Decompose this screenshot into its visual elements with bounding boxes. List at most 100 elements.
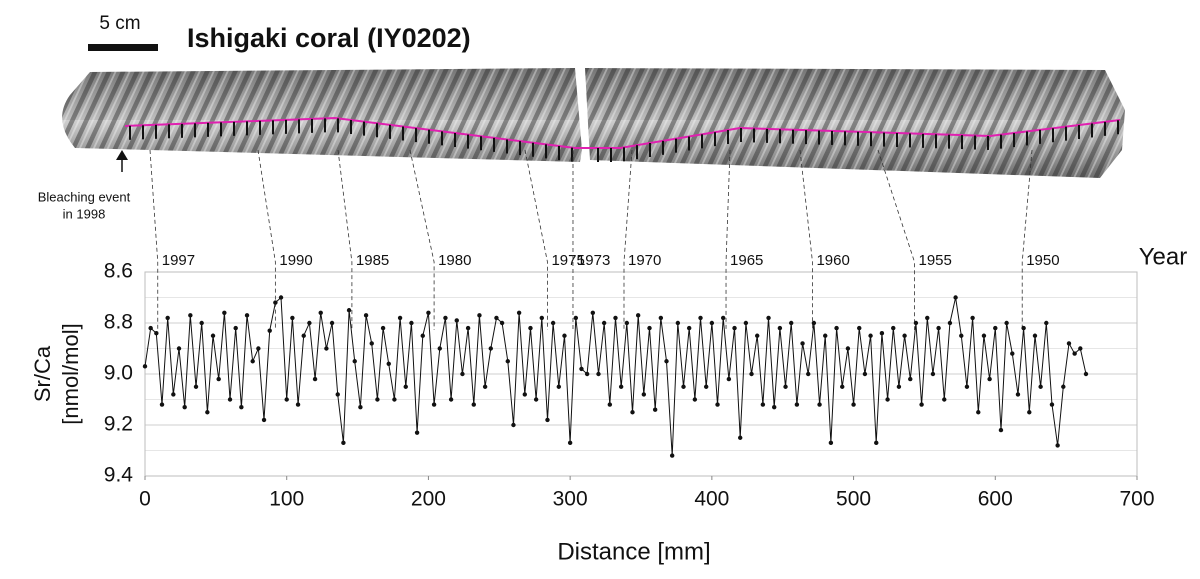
data-point: [913, 320, 919, 326]
data-point: [686, 325, 692, 331]
data-point: [1055, 443, 1060, 448]
data-point: [522, 392, 527, 397]
y-axis-label: Sr/Ca: [30, 345, 55, 402]
data-point: [273, 300, 278, 305]
data-point: [284, 397, 289, 402]
year-connector: [1021, 149, 1033, 330]
data-point: [148, 325, 153, 331]
year-label: 1980: [438, 252, 471, 269]
data-point: [465, 325, 471, 331]
data-point: [823, 333, 828, 338]
data-point: [811, 320, 817, 326]
data-point: [590, 310, 596, 315]
data-point: [828, 440, 834, 446]
year-label: 1970: [628, 252, 661, 269]
data-point: [579, 366, 584, 372]
data-point: [556, 384, 562, 389]
year-label: 1985: [356, 252, 389, 269]
data-point: [443, 315, 448, 321]
year-label: 1955: [919, 252, 952, 269]
data-point: [375, 397, 380, 402]
data-point: [964, 384, 970, 389]
data-point: [358, 404, 363, 410]
data-point: [488, 346, 493, 351]
data-point: [669, 453, 675, 458]
data-point: [329, 320, 335, 326]
data-point: [346, 308, 352, 313]
data-point: [397, 315, 403, 321]
x-tick-label: 200: [411, 488, 446, 511]
data-point: [777, 325, 783, 331]
data-point: [1049, 402, 1055, 407]
data-point: [896, 384, 902, 389]
data-point: [664, 359, 669, 364]
x-tick-label: 0: [139, 488, 151, 511]
y-tick-label: 8.8: [104, 311, 133, 334]
data-point: [165, 315, 170, 321]
data-point: [352, 359, 357, 364]
data-point: [341, 440, 346, 446]
data-point: [216, 376, 221, 382]
data-point: [471, 402, 476, 407]
data-point: [618, 384, 624, 389]
data-point: [176, 346, 182, 351]
data-point: [613, 315, 618, 321]
data-point: [891, 325, 896, 331]
data-point: [760, 402, 766, 407]
coral-image: [62, 68, 1125, 178]
data-point: [936, 325, 941, 331]
data-point: [290, 315, 295, 321]
data-point: [1044, 320, 1049, 326]
data-point: [930, 371, 936, 377]
data-point: [908, 376, 913, 382]
data-point: [199, 320, 204, 326]
data-point: [239, 404, 244, 410]
year-connector: [149, 149, 159, 330]
annotation: in 1998: [63, 206, 106, 221]
data-point: [420, 333, 425, 338]
scale-bar: [88, 44, 158, 51]
data-point: [335, 392, 340, 397]
data-point: [278, 295, 284, 300]
data-point: [454, 318, 459, 323]
data-point: [448, 397, 454, 402]
data-point: [437, 346, 442, 351]
data-point: [516, 310, 522, 315]
data-point: [363, 313, 369, 318]
data-point: [857, 325, 862, 331]
data-point: [993, 325, 998, 331]
data-point: [205, 410, 210, 415]
data-point: [1021, 325, 1026, 331]
data-point: [403, 384, 408, 389]
data-point: [494, 315, 499, 321]
data-point: [851, 402, 856, 407]
data-point: [307, 320, 312, 326]
year-label: 1997: [162, 252, 195, 269]
data-point: [159, 402, 165, 407]
data-point: [681, 384, 686, 389]
year-connector: [409, 149, 435, 330]
plot-frame: [144, 271, 1138, 477]
data-point: [862, 371, 868, 377]
data-point: [1072, 351, 1077, 356]
data-point: [1083, 371, 1089, 377]
data-point: [800, 341, 805, 346]
data-point: [738, 435, 743, 440]
data-point: [998, 427, 1004, 433]
y-tick-label: 9.0: [104, 362, 133, 385]
data-point: [210, 333, 216, 338]
year-label: 1975: [551, 252, 584, 269]
data-point: [698, 315, 703, 321]
data-point: [550, 320, 556, 326]
data-point: [845, 346, 851, 351]
data-point: [715, 402, 720, 407]
x-tick-label: 100: [269, 488, 304, 511]
data-point: [380, 325, 386, 331]
data-point: [635, 313, 641, 318]
x-tick-label: 600: [978, 488, 1013, 511]
data-point: [755, 333, 760, 338]
data-point: [324, 346, 329, 351]
data-point: [607, 402, 613, 407]
data-point: [732, 325, 737, 331]
